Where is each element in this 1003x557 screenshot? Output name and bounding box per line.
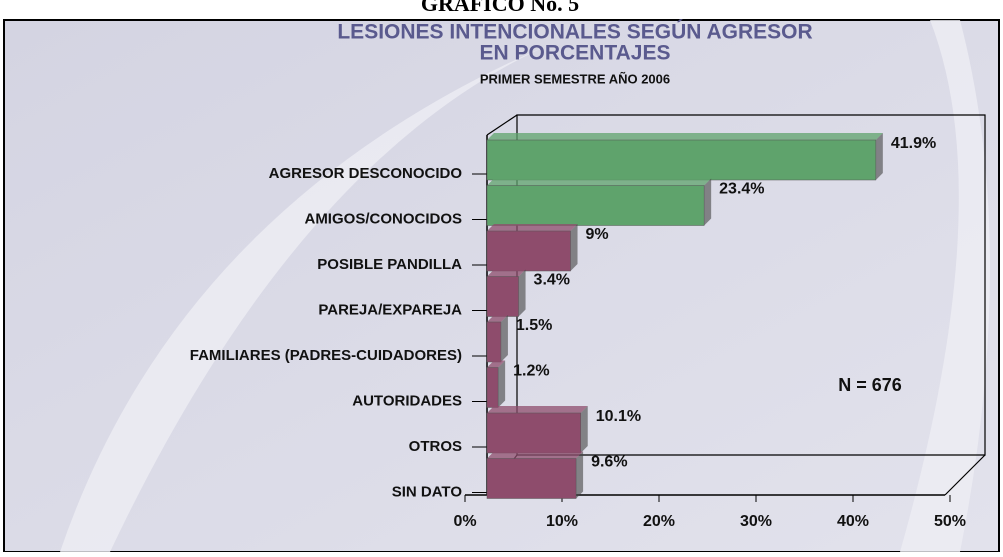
- swoosh: [900, 20, 990, 552]
- bar-top: [487, 133, 883, 140]
- bar: [486, 458, 577, 499]
- y-tick-label: FAMILIARES (PADRES-CUIDADORES): [190, 347, 462, 364]
- data-label: 1.5%: [516, 317, 552, 334]
- data-label: 1.2%: [513, 363, 549, 380]
- chart-subtitle: PRIMER SEMESTRE AÑO 2006: [480, 71, 670, 86]
- bar-top: [487, 224, 578, 231]
- x-tick-label: 50%: [934, 513, 966, 530]
- y-tick-label: POSIBLE PANDILLA: [317, 256, 462, 273]
- annotation: N = 676: [838, 375, 902, 395]
- bar-side: [570, 224, 578, 271]
- bar-side: [875, 133, 883, 180]
- x-tick-label: 10%: [546, 513, 578, 530]
- data-label: 3.4%: [534, 272, 570, 289]
- bar-top: [487, 451, 584, 459]
- bar-side: [704, 178, 712, 226]
- data-label: 10.1%: [596, 408, 641, 425]
- bar-side: [498, 360, 506, 408]
- y-tick-label: AMIGOS/CONOCIDOS: [304, 210, 462, 227]
- y-tick-label: SIN DATO: [392, 483, 463, 500]
- bar: [486, 276, 519, 317]
- bar: [486, 230, 571, 272]
- x-tick-label: 0%: [453, 513, 476, 530]
- bar: [486, 185, 705, 226]
- data-label: 23.4%: [719, 181, 764, 198]
- y-tick-label: AUTORIDADES: [352, 392, 462, 409]
- swoosh: [60, 40, 560, 552]
- data-label: 9%: [586, 226, 609, 243]
- bar: [486, 367, 499, 408]
- y-tick-label: PAREJA/EXPAREJA: [318, 301, 462, 318]
- data-label: 41.9%: [891, 135, 936, 152]
- bar-top: [487, 406, 588, 413]
- y-tick-label: OTROS: [409, 438, 462, 455]
- bar-top: [487, 269, 526, 277]
- y-tick-label: AGRESOR DESCONOCIDO: [269, 165, 463, 182]
- bar-top: [487, 315, 508, 322]
- x-tick-label: 40%: [837, 513, 869, 530]
- x-tick-label: 20%: [643, 513, 675, 530]
- data-label: 9.6%: [591, 454, 627, 471]
- chart-title: LESIONES INTENCIONALES SEGÚN AGRESOR: [337, 20, 812, 44]
- bar: [486, 412, 581, 454]
- x-tick-label: 30%: [740, 513, 772, 530]
- bar: [486, 139, 877, 181]
- bar-side: [576, 451, 584, 499]
- bar-side: [518, 269, 526, 317]
- bar-side: [580, 406, 588, 453]
- bar: [486, 321, 502, 363]
- supertitle: GRAFICO No. 5: [421, 0, 579, 16]
- chart-title: EN PORCENTAJES: [480, 42, 671, 65]
- bar-top: [487, 178, 712, 186]
- bar-side: [500, 315, 508, 362]
- bar-top: [487, 360, 506, 368]
